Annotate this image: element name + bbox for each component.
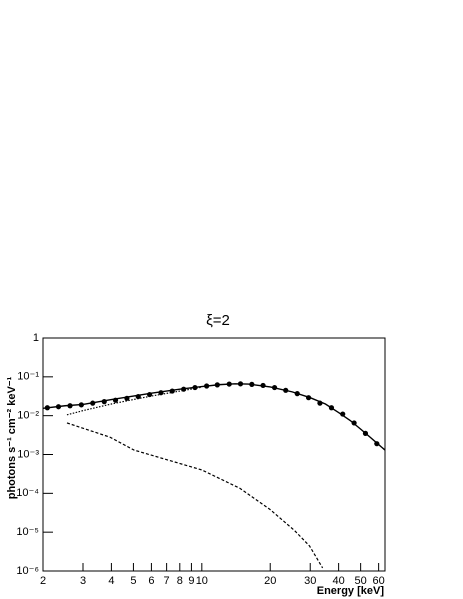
plot-frame bbox=[42, 337, 386, 572]
dotted-line bbox=[66, 386, 202, 416]
data-point bbox=[340, 411, 346, 417]
x-tick-label: 5 bbox=[130, 575, 136, 587]
x-tick-label: 40 bbox=[332, 575, 344, 587]
x-tick-label: 8 bbox=[177, 575, 183, 587]
y-tick-label: 1 bbox=[33, 332, 39, 344]
x-tick-label: 30 bbox=[304, 575, 316, 587]
y-tick-label: 10⁻⁴ bbox=[16, 487, 39, 499]
x-tick-label: 7 bbox=[164, 575, 170, 587]
x-tick-label: 50 bbox=[355, 575, 367, 587]
x-tick-label: 10 bbox=[196, 575, 208, 587]
x-tick-label: 2 bbox=[40, 575, 46, 587]
x-tick-label: 3 bbox=[80, 575, 86, 587]
y-tick-label: 10⁻⁵ bbox=[16, 526, 39, 538]
x-tick-label: 20 bbox=[264, 575, 276, 587]
solid-line bbox=[42, 383, 386, 451]
y-axis-label: photons s⁻¹ cm⁻² keV⁻¹ bbox=[6, 376, 18, 499]
dashed-line bbox=[66, 422, 324, 569]
x-tick-label: 4 bbox=[108, 575, 114, 587]
x-tick-label: 60 bbox=[373, 575, 385, 587]
x-tick-label: 9 bbox=[188, 575, 194, 587]
y-tick-label: 10⁻³ bbox=[17, 448, 39, 460]
chart-title: ξ=2 bbox=[206, 312, 230, 329]
y-tick-label: 10⁻¹ bbox=[17, 371, 39, 383]
y-tick-label: 10⁻² bbox=[17, 410, 39, 422]
x-axis-label: Energy [keV] bbox=[317, 585, 385, 597]
y-tick-label: 10⁻⁶ bbox=[16, 565, 39, 577]
x-tick-label: 6 bbox=[148, 575, 154, 587]
